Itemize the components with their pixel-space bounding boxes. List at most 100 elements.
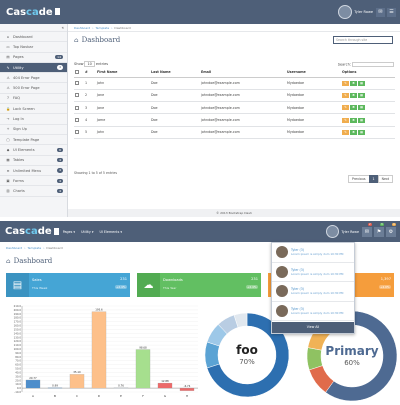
collapse-sidebar-icon[interactable]: « <box>0 24 67 32</box>
col-last-name[interactable]: Last Name <box>150 68 200 78</box>
sidebar-item-sign-up[interactable]: + Sign Up <box>0 125 67 135</box>
entries-select[interactable]: 10 <box>84 61 95 67</box>
table-row[interactable]: 1 John Doe johndoe@example.com Mydoedoe ✎ ✖ ▦ <box>74 77 395 90</box>
brand-logo[interactable]: Cascade <box>6 7 60 18</box>
row-checkbox[interactable] <box>75 118 79 123</box>
edit-icon[interactable]: ✎ <box>342 80 349 86</box>
bar[interactable] <box>91 311 107 389</box>
table-row[interactable]: 4 Jame Doe johndoe@example.com Mydoedoe ✎ ✖ ▦ <box>74 113 395 127</box>
donut-slice[interactable] <box>325 310 398 402</box>
cell-last-name: Doe <box>150 77 200 90</box>
donut-slice[interactable] <box>206 312 290 398</box>
user-menu-2[interactable]: Tyler Rowe <box>326 225 359 238</box>
message-item[interactable]: Tyler (3) Lorem ipsum is simply dum 10:30… <box>272 263 354 282</box>
bar[interactable] <box>179 387 195 391</box>
bar[interactable] <box>135 349 151 389</box>
sidebar-item-label: FAQ <box>13 96 20 101</box>
crumb-dashboard[interactable]: Dashboard <box>6 246 23 250</box>
table-row[interactable]: 3 Jane Doe johndoe@example.com Mydoedoe ✎ ✖ ▦ <box>74 101 395 115</box>
sidebar-item-charts[interactable]: ▥ Charts 4 <box>0 186 67 197</box>
cell-number: 1 <box>84 77 96 90</box>
view-icon[interactable]: ▦ <box>358 92 365 98</box>
sidebar-item-ui-elements[interactable]: ◆ UI Elements 6 <box>0 145 67 156</box>
select-all-checkbox[interactable] <box>75 70 79 75</box>
sidebar-item-lock-screen[interactable]: 🔒 Lock Screen <box>0 104 67 115</box>
row-checkbox[interactable] <box>75 93 79 98</box>
table-row[interactable]: 5 John Doe johndoe@example.com Mydoedoe ✎ ✖ ▦ <box>74 126 395 139</box>
delete-icon[interactable]: ✖ <box>350 92 357 98</box>
sidebar-item-icon: ⚠ <box>6 86 10 91</box>
delete-icon[interactable]: ✖ <box>350 129 357 135</box>
bar-value-label: 0.76 <box>118 384 124 388</box>
view-icon[interactable]: ▦ <box>358 105 365 111</box>
bar[interactable] <box>47 387 63 389</box>
brand-logo-2[interactable]: Cascade <box>5 226 59 237</box>
stat-downloads[interactable]: ☁ Downloads This Year 231 +2.4% <box>137 273 261 297</box>
user-menu[interactable]: Tyler Rowe <box>338 5 373 19</box>
user-name: Tyler Rowe <box>341 229 359 234</box>
x-tick-label: A <box>32 394 34 398</box>
table-row[interactable]: 2 Jane Doe johndoe@example.com Mydoedoe ✎ ✖ ▦ <box>74 89 395 103</box>
nav-pages[interactable]: Pages ▾ <box>62 229 76 234</box>
bar[interactable] <box>69 374 85 389</box>
crumb-dashboard[interactable]: Dashboard <box>74 25 91 30</box>
sidebar-item-dashboard[interactable]: ⌂ Dashboard <box>0 32 67 43</box>
donut-slice[interactable] <box>306 347 323 371</box>
edit-icon[interactable]: ✎ <box>342 117 349 123</box>
sidebar-item-label: Unlimited Menu <box>13 168 42 173</box>
mail-icon[interactable]: ✉ <box>376 7 385 17</box>
sidebar-item-unlimited-menu[interactable]: ≡ Unlimited Menu 4 <box>0 166 67 177</box>
stat-sales[interactable]: ▤ Sales This Week 231 +2.4% <box>6 273 130 297</box>
sidebar-item-utility[interactable]: ✎ Utility 4 <box>0 62 67 74</box>
table-search-input[interactable] <box>352 61 394 67</box>
sidebar-item-tables[interactable]: ▦ Tables 4 <box>0 156 67 166</box>
view-icon[interactable]: ▦ <box>358 80 365 86</box>
row-checkbox[interactable] <box>75 81 79 86</box>
tasks-icon[interactable]: ⚑ <box>374 226 384 237</box>
view-icon[interactable]: ▦ <box>358 129 365 135</box>
bar[interactable] <box>25 379 41 389</box>
nav-utility[interactable]: Utility ▾ <box>81 229 94 234</box>
row-checkbox[interactable] <box>75 130 79 135</box>
sidebar-item-forms[interactable]: ▣ Forms 4 <box>0 176 67 187</box>
donut-slice[interactable] <box>204 341 220 369</box>
next-button[interactable]: Next <box>377 175 393 183</box>
delete-icon[interactable]: ✖ <box>350 80 357 86</box>
messages-icon[interactable]: ✉ <box>362 226 372 237</box>
delete-icon[interactable]: ✖ <box>350 117 357 123</box>
site-search-input[interactable]: Search through site <box>333 36 393 44</box>
donut-slice[interactable] <box>233 312 248 328</box>
sidebar-item-top-navbar[interactable]: ▭ Top Navbar <box>0 42 67 53</box>
message-item[interactable]: Tyler (3) Lorem ipsum is simply dum 10:30… <box>272 282 354 302</box>
col-email[interactable]: Email <box>200 68 286 78</box>
delete-icon[interactable]: ✖ <box>350 105 357 111</box>
edit-icon[interactable]: ✎ <box>342 92 349 98</box>
menu-icon[interactable]: ☰ <box>387 7 396 17</box>
message-item[interactable]: Tyler (3) Lorem ipsum is simply dum 10:30… <box>272 302 354 321</box>
sidebar-item-pages[interactable]: ▤ Pages 14 <box>0 53 67 63</box>
sidebar-badge: 4 <box>57 178 63 183</box>
col-first-name[interactable]: First Name <box>96 68 150 78</box>
crumb-current: Dashboard <box>46 246 63 250</box>
sidebar-item-500-error-page[interactable]: ⚠ 500 Error Page <box>0 83 67 94</box>
nav-ui-elements[interactable]: UI Elements ▾ <box>99 229 123 234</box>
prev-button[interactable]: Previous <box>348 175 370 183</box>
sidebar-item-log-in[interactable]: → Log In <box>0 114 67 125</box>
crumb-template[interactable]: Template <box>27 246 42 250</box>
avatar <box>326 225 340 238</box>
sidebar-item-404-error-page[interactable]: ⚠ 404 Error Page <box>0 73 67 84</box>
settings-icon[interactable]: ⚙ <box>386 226 396 237</box>
bar[interactable] <box>157 382 173 389</box>
edit-icon[interactable]: ✎ <box>342 129 349 135</box>
col-number[interactable]: # <box>84 68 96 78</box>
edit-icon[interactable]: ✎ <box>342 105 349 111</box>
view-icon[interactable]: ▦ <box>358 117 365 123</box>
sidebar-item-faq[interactable]: ? FAQ <box>0 94 67 105</box>
sidebar-item-template-page[interactable]: ▢ Template Page <box>0 135 67 146</box>
row-checkbox[interactable] <box>75 105 79 110</box>
bar[interactable] <box>113 387 129 389</box>
col-username[interactable]: Username <box>286 68 341 78</box>
message-item[interactable]: Tyler (3) Lorem ipsum is simply dum 10:30… <box>272 243 354 263</box>
view-all-button[interactable]: View All <box>272 322 354 333</box>
crumb-template[interactable]: Template <box>95 25 110 30</box>
